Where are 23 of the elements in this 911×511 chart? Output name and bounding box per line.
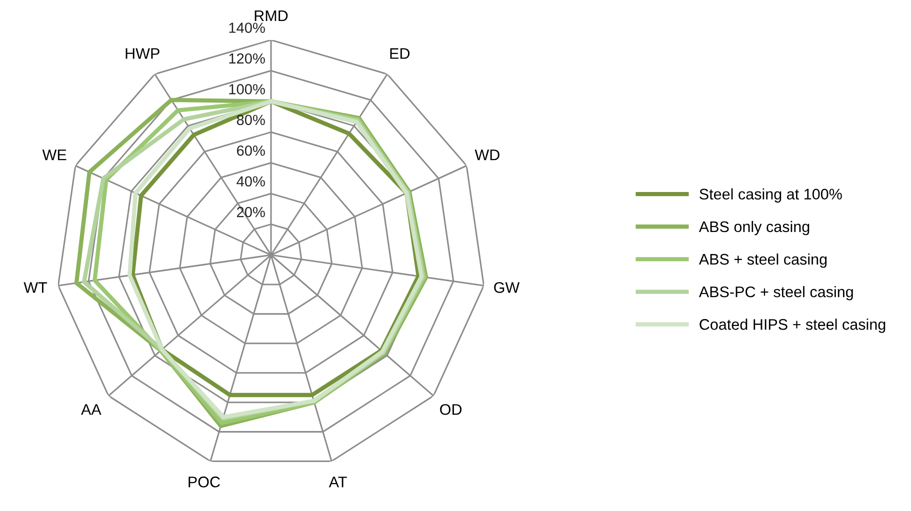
spoke-label: WT [24, 282, 48, 293]
legend-label: ABS only casing [698, 220, 810, 236]
y-tick-label: 60% [237, 145, 265, 156]
spoke-label: POC [188, 476, 220, 488]
legend-label: ABS-PC + steel casing [698, 286, 853, 300]
spoke-label: ED [390, 48, 410, 59]
spoke-label: HWP [126, 48, 160, 59]
legend-label: Coated HIPS + steel casing [700, 318, 886, 333]
y-tick-label: 80% [236, 114, 265, 126]
spoke-label: RMD [254, 10, 288, 22]
spoke-label: GW [494, 282, 520, 293]
legend-label: ABS + steel casing [698, 253, 827, 268]
y-tick-label: 120% [229, 53, 265, 64]
spoke-label: OD [440, 404, 462, 415]
y-tick-label: 100% [229, 84, 265, 94]
y-tick-label: 20% [236, 206, 265, 218]
spoke-label: AA [81, 404, 102, 415]
y-tick-label: 140% [229, 22, 265, 33]
y-tick-label: 40% [236, 176, 265, 187]
spoke-label: AT [328, 476, 347, 488]
legend-label: Steel casing at 100% [700, 188, 842, 203]
spoke-label: WD [474, 150, 500, 160]
spoke-label: WE [42, 150, 66, 160]
